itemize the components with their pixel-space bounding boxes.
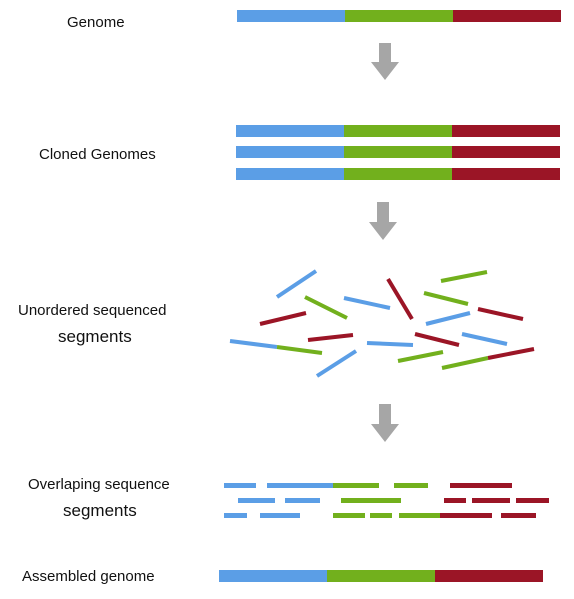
fragment-blue	[229, 339, 278, 349]
cloned-genomes-label-text: Cloned Genomes	[39, 146, 156, 163]
fragment-red	[487, 347, 535, 360]
assembled-segment-red	[435, 570, 543, 582]
genome-segment-red	[453, 10, 561, 22]
genome-label-text: Genome	[67, 14, 125, 31]
unordered-fragments	[229, 269, 535, 378]
unordered-segments-label-line2: segments	[58, 327, 132, 346]
overlap-fragment-red	[444, 498, 466, 503]
assembled-genome-bar	[219, 570, 543, 582]
cloned-genomes-label: Cloned Genomes	[39, 146, 156, 164]
genome-segment-blue	[237, 10, 345, 22]
overlap-fragment-red	[516, 498, 549, 503]
fragment-green	[440, 270, 488, 283]
fragment-green	[441, 356, 489, 370]
down-arrow-icon	[371, 43, 399, 80]
overlap-fragment-blue	[260, 513, 300, 518]
overlap-fragment-blue	[285, 498, 320, 503]
overlap-fragment-green	[341, 498, 401, 503]
cloned-genome-bar	[236, 146, 560, 158]
unordered-segments-label-line1: Unordered sequenced	[18, 302, 167, 319]
assembled-segment-blue	[219, 570, 327, 582]
cloned-segment-red	[452, 168, 560, 180]
cloned-genome-bar	[236, 125, 560, 137]
overlap-fragment-green	[399, 513, 440, 518]
fragment-red	[386, 277, 414, 321]
fragment-green	[304, 295, 348, 320]
overlapping-fragments	[224, 483, 549, 518]
cloned-segment-blue	[236, 168, 344, 180]
overlap-fragment-green	[333, 513, 365, 518]
down-arrow-icon	[371, 404, 399, 442]
cloned-genome-bar	[236, 168, 560, 180]
fragment-blue	[275, 269, 318, 299]
overlapping-segments-label: Overlaping sequence segments	[28, 476, 170, 520]
overlap-fragment-blue	[224, 483, 256, 488]
fragment-green	[276, 345, 323, 355]
fragment-blue	[425, 311, 471, 326]
cloned-segment-green	[344, 168, 452, 180]
overlap-fragment-blue	[238, 498, 275, 503]
overlap-fragment-red	[450, 483, 512, 488]
fragment-blue	[315, 349, 358, 378]
genome-segment-green	[345, 10, 453, 22]
fragment-green	[397, 350, 444, 363]
assembled-genome-label-text: Assembled genome	[22, 568, 155, 585]
fragment-red	[307, 333, 354, 342]
overlap-fragment-green	[370, 513, 392, 518]
overlap-fragment-blue	[224, 513, 247, 518]
cloned-segment-green	[344, 125, 452, 137]
overlap-fragment-red	[472, 498, 510, 503]
fragment-blue	[343, 296, 391, 310]
overlap-fragment-red	[440, 513, 492, 518]
fragment-blue	[461, 332, 508, 346]
fragment-red	[259, 311, 307, 326]
fragment-red	[414, 332, 460, 347]
assembled-segment-green	[327, 570, 435, 582]
genome-bar	[237, 10, 561, 22]
down-arrow-icon	[369, 202, 397, 240]
cloned-segment-red	[452, 125, 560, 137]
overlap-fragment-blue	[267, 483, 333, 488]
cloned-segment-green	[344, 146, 452, 158]
fragment-red	[477, 307, 524, 321]
assembled-genome-label: Assembled genome	[22, 568, 155, 586]
cloned-segment-blue	[236, 125, 344, 137]
unordered-segments-label: Unordered sequenced segments	[18, 302, 166, 346]
fragment-blue	[366, 341, 414, 347]
overlap-fragment-green	[333, 483, 379, 488]
overlapping-segments-label-line2: segments	[63, 501, 137, 520]
overlapping-segments-label-line1: Overlaping sequence	[28, 476, 170, 493]
cloned-segment-blue	[236, 146, 344, 158]
genome-label: Genome	[67, 14, 125, 32]
overlap-fragment-green	[394, 483, 428, 488]
cloned-segment-red	[452, 146, 560, 158]
fragment-green	[423, 291, 469, 306]
overlap-fragment-red	[501, 513, 536, 518]
